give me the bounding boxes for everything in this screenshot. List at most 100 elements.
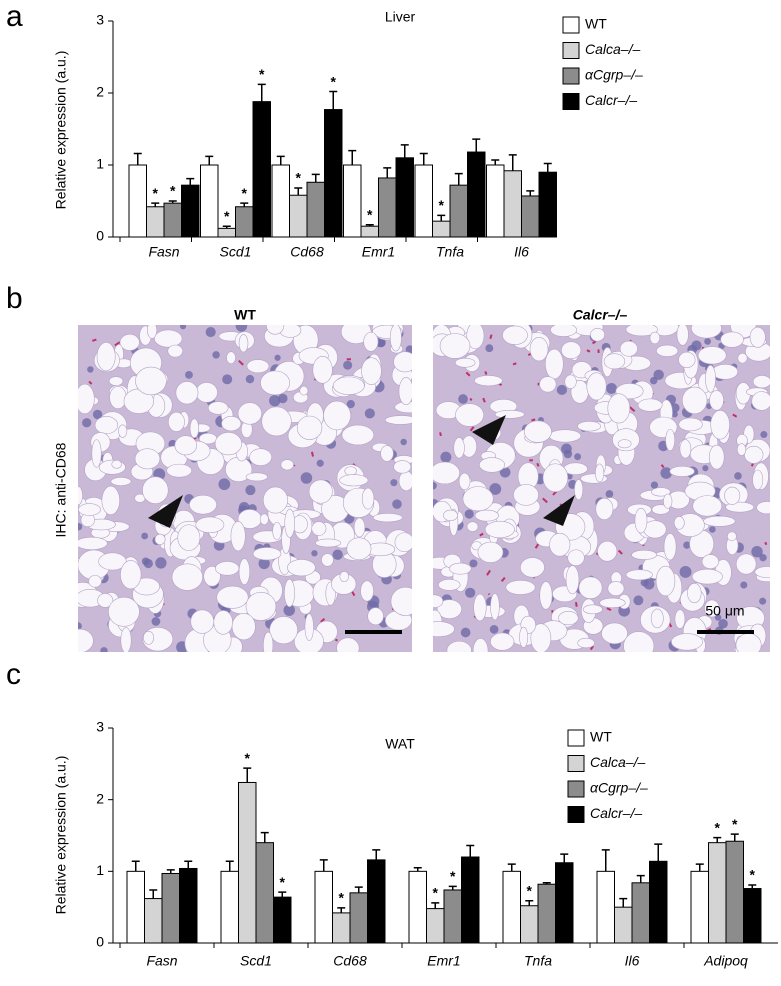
vacuole (398, 470, 412, 491)
image-title: Calcr–/– (573, 307, 628, 323)
nucleus (205, 326, 216, 338)
legend-swatch (567, 780, 585, 798)
vacuole (177, 524, 201, 551)
stain (732, 413, 738, 418)
nucleus (759, 554, 767, 562)
vacuole (213, 610, 233, 635)
x-tick-label: Il6 (514, 244, 529, 260)
nucleus (141, 557, 150, 566)
vacuole (665, 428, 676, 452)
bar (432, 220, 451, 238)
vacuole (687, 583, 702, 604)
error-bar (166, 869, 175, 874)
bar (271, 164, 290, 238)
vacuole (490, 632, 515, 651)
vacuole (595, 497, 614, 521)
vacuole (505, 579, 536, 595)
error-bar (278, 891, 287, 898)
x-tick-label: Tnfa (436, 244, 464, 260)
nucleus (458, 394, 468, 404)
nucleus (269, 394, 281, 407)
stain (660, 464, 665, 469)
vacuole (436, 599, 462, 619)
vacuole (175, 381, 199, 405)
error-bar (383, 167, 392, 178)
vacuole (472, 638, 489, 652)
y-tick-label: 1 (96, 156, 104, 172)
vacuole (120, 627, 132, 652)
bar (538, 171, 557, 238)
vacuole (676, 325, 689, 346)
vacuole (98, 552, 127, 571)
error-bar (257, 83, 266, 102)
vacuole (599, 597, 626, 608)
bar (360, 225, 379, 238)
legend-swatch (562, 42, 580, 59)
vacuole (449, 562, 472, 575)
vacuole (674, 609, 686, 629)
nucleus (489, 624, 499, 634)
vacuole (339, 474, 369, 487)
vacuole (678, 351, 696, 368)
significance: * (259, 66, 265, 82)
vacuole (296, 415, 323, 440)
vacuole (703, 515, 736, 527)
vacuole (287, 559, 316, 577)
vacuole (108, 376, 124, 386)
error-bar (437, 214, 446, 222)
bar (238, 781, 257, 944)
vacuole (118, 424, 128, 438)
vacuole (663, 533, 677, 561)
vacuole (311, 521, 327, 536)
chart-title: WAT (385, 736, 415, 752)
stain (114, 341, 121, 347)
error-bar (400, 144, 409, 158)
nucleus (440, 451, 452, 463)
error-bar (619, 897, 628, 908)
vacuole (372, 513, 403, 523)
vacuole (312, 356, 333, 384)
nucleus (759, 597, 767, 605)
error-bar (329, 90, 338, 110)
nucleus (316, 459, 324, 467)
vacuole (344, 466, 357, 476)
vacuole (490, 593, 500, 621)
vacuole (607, 393, 631, 424)
error-bar (348, 149, 357, 165)
x-tick-label: Tnfa (524, 953, 552, 969)
vacuole (708, 444, 725, 470)
nucleus (100, 647, 108, 652)
vacuole (190, 609, 215, 634)
bar (217, 227, 236, 238)
x-tick-label: Cd68 (333, 953, 367, 969)
vacuole (617, 439, 632, 449)
nucleus (151, 617, 161, 626)
bar (395, 157, 414, 238)
vacuole (226, 351, 236, 365)
bar (181, 184, 200, 238)
vacuole (443, 509, 458, 521)
significance: * (715, 819, 721, 835)
error-bar (542, 882, 551, 885)
y-axis-label: Relative expression (a.u.) (53, 51, 69, 210)
nucleus (92, 409, 103, 420)
vacuole (690, 325, 722, 339)
bar (449, 184, 468, 238)
vacuole (619, 340, 638, 357)
vacuole (529, 337, 549, 362)
y-tick-label: 1 (96, 862, 104, 878)
error-bar (560, 853, 569, 863)
bar (631, 882, 650, 944)
stain (465, 371, 471, 377)
vacuole (704, 599, 720, 618)
x-tick-label: Fasn (148, 244, 179, 260)
vacuole (625, 325, 658, 337)
vacuole (384, 415, 412, 425)
vacuole (272, 522, 282, 540)
error-bar (294, 187, 303, 196)
vacuole (266, 325, 285, 335)
vacuole (147, 325, 158, 339)
vacuole (607, 581, 625, 596)
vacuole (393, 460, 412, 474)
nucleus (605, 490, 614, 498)
